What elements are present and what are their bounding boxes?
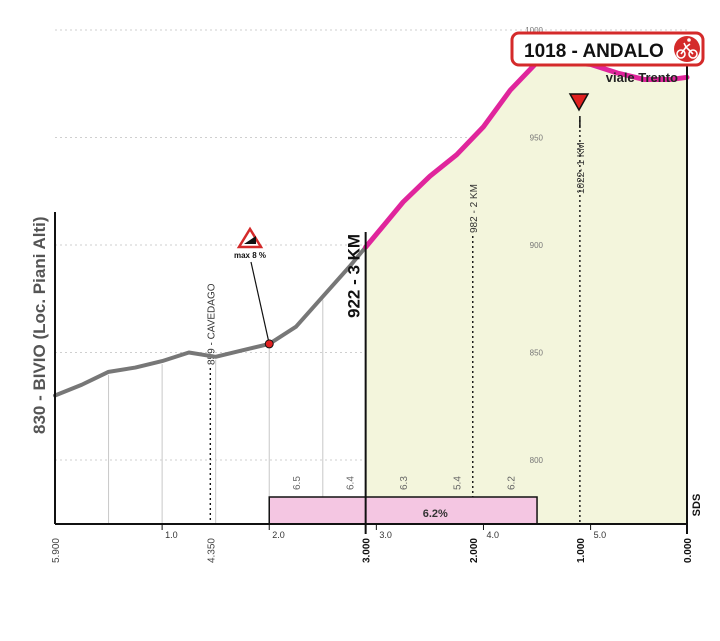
y-tick-labels: 800 850 900 950 1000: [525, 26, 543, 465]
segment-gradient-label: 6.3: [399, 476, 410, 490]
segment-gradients: 6.5 6.4 6.3 5.4 6.2: [292, 476, 517, 490]
segment-gradient-label: 6.4: [346, 476, 357, 490]
marker-label: 859 - CAVEDAGO: [206, 283, 217, 365]
y-tick-label: 900: [530, 241, 544, 250]
max-gradient-leader: [250, 261, 270, 345]
finish-sds-label: SDS: [691, 494, 703, 517]
finish-title: 1018 - ANDALO: [524, 41, 664, 62]
start-label: 830 - BIVIO (Loc. Piani Alti): [30, 216, 49, 434]
finish-label-box: 1018 - ANDALO: [510, 31, 705, 67]
average-gradient-label: 6.2%: [423, 508, 448, 520]
segment-gradient-label: 5.4: [453, 476, 464, 490]
segment-gradient-label: 6.2: [506, 476, 517, 490]
incline-icon: [244, 236, 256, 244]
warning-triangle-icon: [236, 226, 264, 249]
y-tick-label: 1000: [525, 26, 543, 35]
remaining-distance-label: 0.000: [683, 538, 694, 563]
remaining-distance-labels: 5.900 4.350 3.000 2.000 1.000 0.000: [51, 538, 694, 563]
max-gradient-marker: max 8 %: [234, 226, 274, 349]
x-tick-label: 1.0: [165, 530, 178, 540]
cyclist-wheel-back: [676, 49, 686, 59]
max-gradient-point: [264, 339, 274, 349]
marker-label: 1022- 1 KM: [576, 142, 587, 194]
cyclist-wheel-front: [688, 49, 698, 59]
remaining-distance-label: 1.000: [576, 538, 587, 563]
y-tick-label: 800: [530, 456, 544, 465]
km-mark-label: 922 - 3 KM: [345, 234, 364, 318]
marker-lines: 859 - CAVEDAGO 982 - 2 KM 1022- 1 KM: [206, 116, 587, 524]
cyclist-body: [680, 42, 694, 55]
last-km-triangle-icon: [568, 93, 590, 112]
approach-profile-line: [53, 245, 368, 398]
x-tick-label: 4.0: [486, 530, 499, 540]
x-tick-label: 3.0: [379, 530, 392, 540]
x-tick-label: 2.0: [272, 530, 285, 540]
climb-fill-area: [365, 62, 687, 524]
cyclist-head: [687, 38, 691, 42]
remaining-distance-label: 3.000: [362, 538, 373, 563]
max-gradient-label: max 8 %: [234, 251, 266, 260]
marker-label: 982 - 2 KM: [469, 184, 480, 233]
x-ticks: 1.0 2.0 3.0 4.0 5.0: [161, 524, 607, 540]
y-tick-label: 850: [530, 349, 544, 358]
x-tick-label: 5.0: [594, 530, 607, 540]
remaining-distance-label: 4.350: [206, 538, 217, 563]
y-tick-label: 950: [530, 134, 544, 143]
finish-subtitle: viale Trento: [606, 70, 678, 85]
remaining-distance-label: 2.000: [469, 538, 480, 563]
remaining-distance-label: 5.900: [51, 538, 62, 563]
average-gradient-box: [268, 496, 538, 525]
climb-profile-line: [363, 59, 690, 250]
segment-gradient-label: 6.5: [292, 476, 303, 490]
